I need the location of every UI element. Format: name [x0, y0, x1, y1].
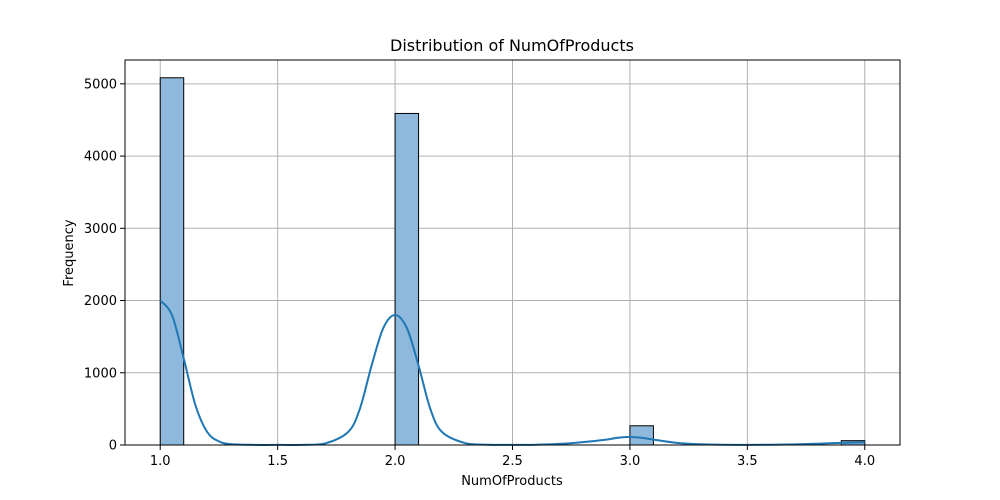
- histogram-bar: [394, 112, 420, 446]
- y-axis-label: Frequency: [62, 219, 77, 286]
- histogram-bar: [159, 77, 185, 446]
- x-tick-label: 2.5: [502, 454, 523, 469]
- y-tick-label: 3000: [84, 222, 117, 237]
- x-tick-label: 4.0: [854, 454, 875, 469]
- x-tick-label: 1.0: [150, 454, 171, 469]
- x-axis-label: NumOfProducts: [461, 474, 563, 489]
- chart-title: Distribution of NumOfProducts: [390, 36, 634, 55]
- x-tick-label: 2.0: [385, 454, 406, 469]
- x-tick-label: 1.5: [267, 454, 288, 469]
- y-tick-label: 2000: [84, 294, 117, 309]
- y-tick-label: 1000: [84, 366, 117, 381]
- y-axis-ticks: 0 1000 2000 3000 4000 5000: [84, 77, 125, 454]
- histogram-bar: [629, 425, 654, 446]
- y-tick-label: 0: [109, 439, 117, 454]
- grid-lines: [125, 60, 900, 446]
- x-axis-ticks: 1.0 1.5 2.0 2.5 3.0 3.5 4.0: [150, 445, 875, 469]
- y-tick-label: 4000: [84, 150, 117, 165]
- x-tick-label: 3.5: [737, 454, 758, 469]
- y-tick-label: 5000: [84, 77, 117, 92]
- x-tick-label: 3.0: [620, 454, 641, 469]
